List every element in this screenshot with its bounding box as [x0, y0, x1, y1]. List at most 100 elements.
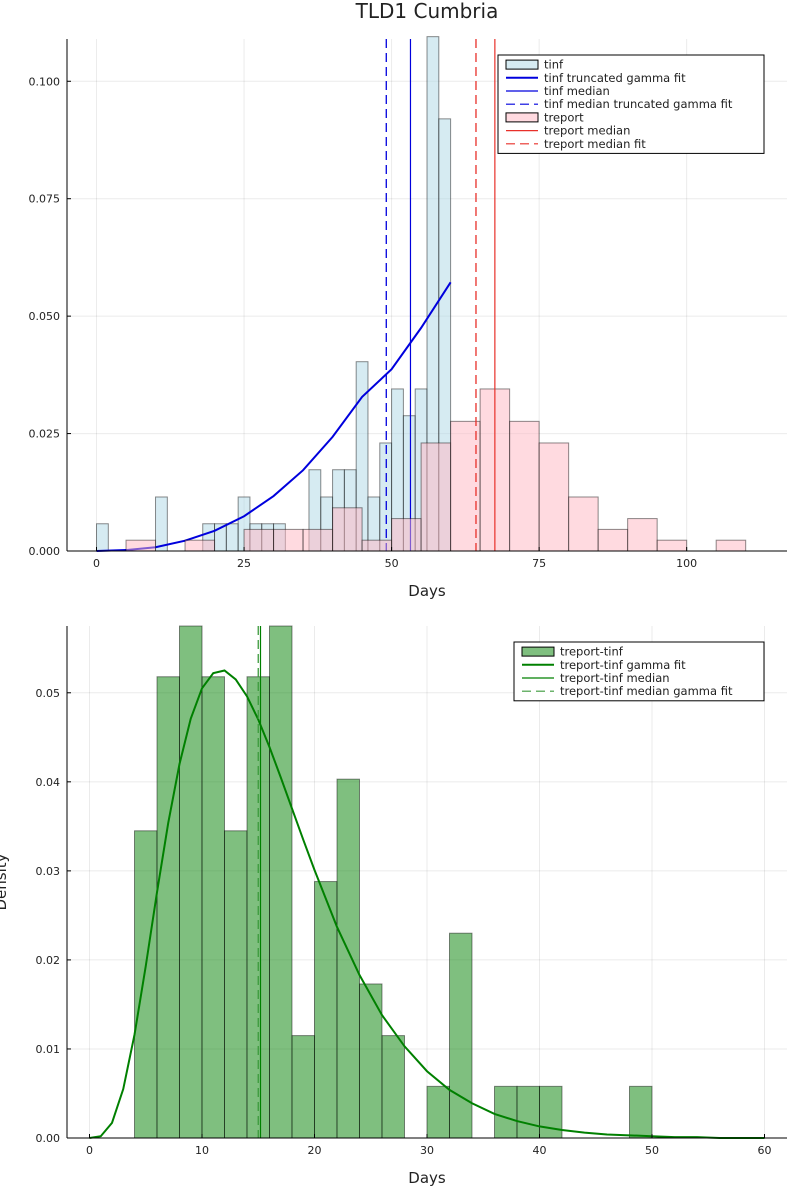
legend-swatch — [521, 646, 555, 657]
legend-item: tinf — [505, 58, 564, 72]
histogram-bar — [597, 528, 629, 552]
histogram-bar — [361, 539, 393, 552]
y-axis-label: Density — [0, 853, 10, 910]
x-tick-label: 10 — [195, 1144, 209, 1157]
histogram-bar — [156, 676, 180, 1139]
y-tick-label: 0.100 — [29, 75, 61, 88]
legend-label: treport-tinf gamma fit — [560, 658, 686, 672]
histogram-bar — [715, 539, 747, 552]
histogram-bar — [391, 518, 422, 552]
histogram-bar — [629, 1085, 653, 1139]
legend-label: tinf — [544, 58, 564, 72]
legend-item: tinf truncated gamma fit — [506, 71, 686, 85]
histogram-bar — [449, 932, 473, 1139]
histogram-bar — [225, 523, 239, 552]
histogram-bar — [627, 518, 658, 552]
y-tick-label: 0.05 — [36, 687, 61, 700]
y-tick-label: 0.00 — [36, 1132, 61, 1145]
x-axis-label: Days — [408, 582, 446, 600]
x-tick-label: 20 — [308, 1144, 322, 1157]
y-tick-label: 0.000 — [29, 545, 61, 558]
x-tick-label: 50 — [645, 1144, 659, 1157]
x-tick-label: 25 — [237, 557, 251, 570]
histogram-bar — [494, 1085, 518, 1139]
y-tick-label: 0.03 — [36, 865, 61, 878]
histogram-bar — [516, 1085, 540, 1139]
series-tinf — [96, 36, 452, 552]
figure-title: TLD1 Cumbria — [355, 0, 499, 23]
y-tick-label: 0.04 — [36, 776, 61, 789]
histogram-bar — [269, 625, 293, 1139]
y-tick-label: 0.025 — [29, 428, 61, 441]
legend-label: treport — [544, 110, 584, 124]
legend-item: treport median — [506, 124, 630, 138]
chart-panel-2: 0 10 20 30 40 50 60 0.00 0.01 0.02 0.03 0.04 0.05 Day… — [0, 625, 787, 1187]
x-axis-label: Days — [408, 1169, 446, 1187]
legend-label: treport-tinf median gamma fit — [560, 684, 733, 698]
x-tick-label: 0 — [86, 1144, 93, 1157]
legend-swatch — [505, 59, 539, 70]
histogram-bar — [538, 442, 570, 552]
x-tick-label: 50 — [385, 557, 399, 570]
x-tick-label: 30 — [420, 1144, 434, 1157]
legend-item: tinf median truncated gamma fit — [506, 97, 733, 111]
legend-label: treport-tinf — [560, 645, 624, 659]
legend-label: treport median — [544, 124, 630, 138]
legend-label: tinf median truncated gamma fit — [544, 97, 733, 111]
histogram-bar — [224, 830, 248, 1139]
histogram-bar — [273, 528, 304, 552]
legend-item: treport-tinf — [521, 645, 624, 659]
legend-item: treport-tinf median gamma fit — [522, 684, 733, 698]
histogram-bar — [568, 496, 599, 552]
histogram-bar — [134, 830, 158, 1139]
y-tick-label: 0.02 — [36, 954, 61, 967]
histogram-bar — [332, 507, 363, 552]
histogram-bar — [450, 420, 481, 552]
legend-label: treport-tinf median — [560, 671, 670, 685]
legend-box — [497, 54, 765, 154]
y-tick-label: 0.075 — [29, 193, 61, 206]
series-treport-tinf — [134, 625, 653, 1139]
y-tick-label: 0.050 — [29, 310, 61, 323]
legend-item: tinf median — [506, 84, 610, 98]
y-tick-label: 0.01 — [36, 1043, 61, 1056]
legend-item: treport median fit — [506, 137, 646, 151]
legend-item: treport-tinf gamma fit — [522, 658, 686, 672]
legend-label: tinf truncated gamma fit — [544, 71, 686, 85]
histogram-bar — [656, 539, 688, 552]
histogram-bar — [302, 528, 334, 552]
histogram-bar — [359, 983, 383, 1139]
x-tick-label: 40 — [533, 1144, 547, 1157]
histogram-bar — [420, 442, 452, 552]
legend-box — [513, 641, 765, 702]
legend-item: treport — [505, 110, 584, 124]
legend-item: treport-tinf median — [522, 671, 670, 685]
histogram-bar — [179, 625, 203, 1139]
x-tick-label: 75 — [532, 557, 546, 570]
legend-label: tinf median — [544, 84, 610, 98]
histogram-bar — [426, 1085, 450, 1139]
histogram-bar — [125, 539, 157, 552]
histogram-bar — [336, 778, 360, 1139]
histogram-bar — [96, 523, 109, 552]
x-tick-label: 60 — [758, 1144, 772, 1157]
series-treport-tinf-gamma-fit — [89, 669, 765, 1139]
series-treport — [125, 388, 747, 552]
x-tick-label: 100 — [676, 557, 697, 570]
histogram-bar — [509, 420, 540, 552]
histogram-bar — [201, 676, 225, 1139]
histogram-bar — [184, 539, 216, 552]
legend-label: treport median fit — [544, 137, 646, 151]
histogram-bar — [155, 496, 168, 552]
histogram-bar — [381, 1035, 405, 1139]
histogram-bar — [243, 528, 275, 552]
histogram-bar — [291, 1035, 315, 1139]
x-tick-label: 0 — [93, 557, 100, 570]
legend-swatch — [505, 112, 539, 123]
chart-panel-1: 0 25 50 75 100 0.000 0.025 0.050 0.075 0.100 Days t… — [29, 36, 787, 600]
fit-curve — [89, 669, 765, 1139]
